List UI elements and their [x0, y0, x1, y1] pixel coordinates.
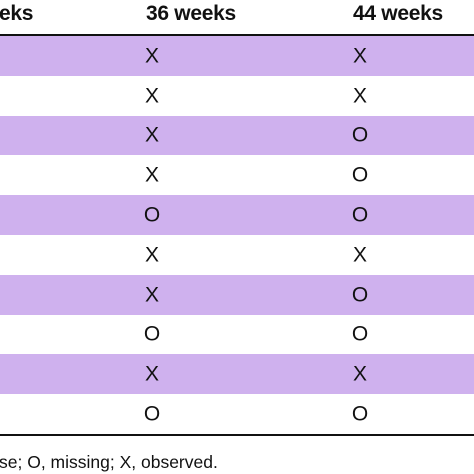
cell-44-weeks: O	[351, 203, 369, 227]
cell-44-weeks: O	[351, 163, 369, 187]
header-cell-36-weeks: 36 weeks	[146, 2, 236, 25]
table-row: X O	[0, 155, 474, 195]
table-row: O O	[0, 315, 474, 355]
cell-44-weeks: O	[351, 322, 369, 346]
table-row: X X	[0, 354, 474, 395]
table-row: X O	[0, 115, 474, 156]
cell-36-weeks: X	[144, 283, 160, 307]
cell-36-weeks: X	[144, 123, 160, 147]
cell-44-weeks: O	[351, 123, 369, 147]
observation-table: eks 36 weeks 44 weeks X X X X X O X O O …	[0, 0, 474, 436]
table-bottom-rule	[0, 433, 474, 436]
cell-36-weeks: X	[144, 362, 160, 386]
cell-36-weeks: O	[143, 203, 161, 227]
table-row: X X	[0, 235, 474, 275]
table-row: O O	[0, 195, 474, 235]
cell-44-weeks: X	[352, 84, 368, 108]
cell-36-weeks: X	[144, 243, 160, 267]
cell-44-weeks: X	[352, 44, 368, 68]
cell-36-weeks: X	[144, 44, 160, 68]
table-row: X O	[0, 274, 474, 315]
cell-36-weeks: X	[144, 84, 160, 108]
header-cell-44-weeks: 44 weeks	[353, 2, 443, 25]
cell-44-weeks: O	[351, 402, 369, 426]
table-row: X X	[0, 76, 474, 116]
table-header: eks 36 weeks 44 weeks	[0, 0, 474, 36]
cell-36-weeks: O	[143, 402, 161, 426]
cell-36-weeks: X	[144, 163, 160, 187]
cell-44-weeks: X	[352, 243, 368, 267]
table-row: X X	[0, 36, 474, 76]
table-footnote: se; O, missing; X, observed.	[0, 452, 218, 472]
header-cell-partial: eks	[0, 2, 34, 25]
table-row: O O	[0, 394, 474, 434]
cell-36-weeks: O	[143, 322, 161, 346]
cell-44-weeks: O	[351, 283, 369, 307]
cell-44-weeks: X	[352, 362, 368, 386]
